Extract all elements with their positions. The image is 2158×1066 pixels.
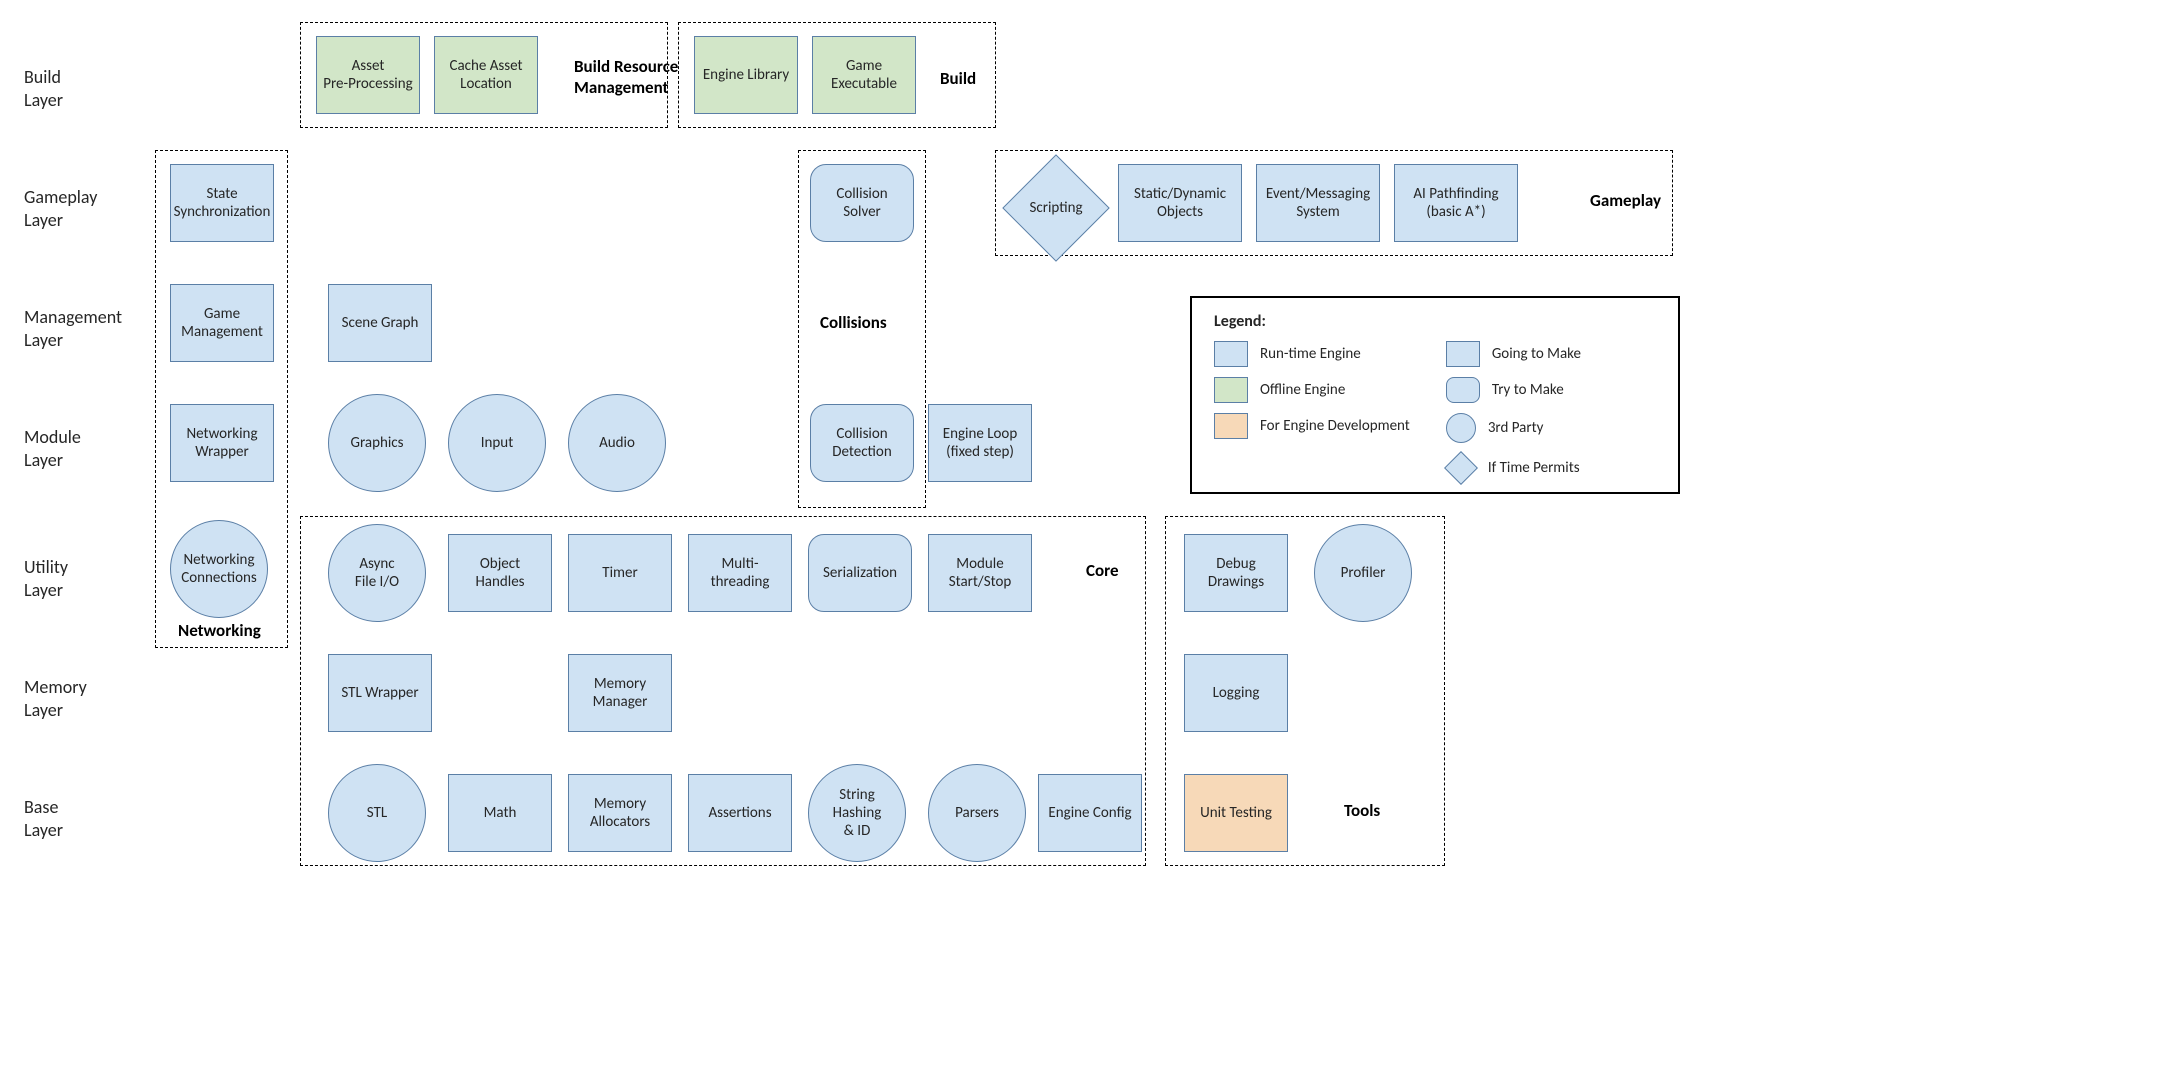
legend-item: Offline Engine [1214, 377, 1410, 403]
group-title-build_grp: Build [940, 68, 1090, 89]
group-title-tools: Tools [1344, 800, 1494, 821]
node-async_io: Async File I/O [328, 524, 426, 622]
node-audio: Audio [568, 394, 666, 492]
legend-col-left: Run-time Engine Offline Engine For Engine … [1214, 341, 1410, 483]
node-multithreading: Multi- threading [688, 534, 792, 612]
legend-item: If Time Permits [1446, 453, 1581, 483]
group-title-collisions: Collisions [820, 312, 970, 333]
node-parsers: Parsers [928, 764, 1026, 862]
node-stl_wrapper: STL Wrapper [328, 654, 432, 732]
node-event_msg: Event/Messaging System [1256, 164, 1380, 242]
node-timer: Timer [568, 534, 672, 612]
legend-swatch [1214, 377, 1248, 403]
legend-label: Going to Make [1492, 345, 1581, 363]
legend: Legend: Run-time Engine Offline Engine For … [1190, 296, 1680, 494]
layer-label-module: Module Layer [24, 426, 81, 471]
layer-label-utility: Utility Layer [24, 556, 68, 601]
legend-item: Run-time Engine [1214, 341, 1410, 367]
layer-label-base: Base Layer [24, 796, 63, 841]
node-collision_solver: Collision Solver [810, 164, 914, 242]
legend-item: For Engine Development [1214, 413, 1410, 439]
legend-item: Try to Make [1446, 377, 1581, 403]
node-debug_draw: Debug Drawings [1184, 534, 1288, 612]
legend-swatch [1214, 341, 1248, 367]
node-obj_handles: Object Handles [448, 534, 552, 612]
legend-swatch [1214, 413, 1248, 439]
node-static_dyn_obj: Static/Dynamic Objects [1118, 164, 1242, 242]
node-state_sync: State Synchronization [170, 164, 274, 242]
node-profiler: Profiler [1314, 524, 1412, 622]
legend-label: For Engine Development [1260, 417, 1410, 435]
node-logging: Logging [1184, 654, 1288, 732]
node-scripting: Scripting [1006, 158, 1106, 258]
legend-title: Legend: [1214, 312, 1656, 331]
node-graphics: Graphics [328, 394, 426, 492]
legend-label: If Time Permits [1488, 459, 1580, 477]
node-serialization: Serialization [808, 534, 912, 612]
node-engine_lib: Engine Library [694, 36, 798, 114]
node-math: Math [448, 774, 552, 852]
node-mem_alloc: Memory Allocators [568, 774, 672, 852]
node-net_conn: Networking Connections [170, 520, 268, 618]
node-collision_detect: Collision Detection [810, 404, 914, 482]
node-assertions: Assertions [688, 774, 792, 852]
legend-label: Run-time Engine [1260, 345, 1361, 363]
legend-label: Try to Make [1492, 381, 1564, 399]
legend-label: 3rd Party [1488, 419, 1544, 437]
node-engine_loop: Engine Loop (fixed step) [928, 404, 1032, 482]
group-title-gameplay_grp: Gameplay [1590, 190, 1740, 211]
legend-col-right: Going to Make Try to Make 3rd Party If Time… [1446, 341, 1581, 483]
layer-label-build: Build Layer [24, 66, 63, 111]
node-scene_graph: Scene Graph [328, 284, 432, 362]
node-net_wrap: Networking Wrapper [170, 404, 274, 482]
node-mem_manager: Memory Manager [568, 654, 672, 732]
node-game_mgmt: Game Management [170, 284, 274, 362]
node-asset_preproc: Asset Pre-Processing [316, 36, 420, 114]
legend-swatch [1446, 377, 1480, 403]
node-unit_testing: Unit Testing [1184, 774, 1288, 852]
node-cache_asset: Cache Asset Location [434, 36, 538, 114]
layer-label-gameplay: Gameplay Layer [24, 186, 97, 231]
node-string_hash: String Hashing & ID [808, 764, 906, 862]
legend-swatch [1446, 413, 1476, 443]
node-mod_startstop: Module Start/Stop [928, 534, 1032, 612]
node-stl: STL [328, 764, 426, 862]
node-engine_config: Engine Config [1038, 774, 1142, 852]
legend-item: Going to Make [1446, 341, 1581, 367]
legend-swatch [1446, 341, 1480, 367]
layer-label-management: Management Layer [24, 306, 122, 351]
legend-item: 3rd Party [1446, 413, 1581, 443]
node-ai_path: AI Pathfinding (basic A*) [1394, 164, 1518, 242]
legend-swatch [1446, 453, 1476, 483]
node-input: Input [448, 394, 546, 492]
layer-label-memory: Memory Layer [24, 676, 87, 721]
legend-label: Offline Engine [1260, 381, 1345, 399]
node-game_exe: Game Executable [812, 36, 916, 114]
